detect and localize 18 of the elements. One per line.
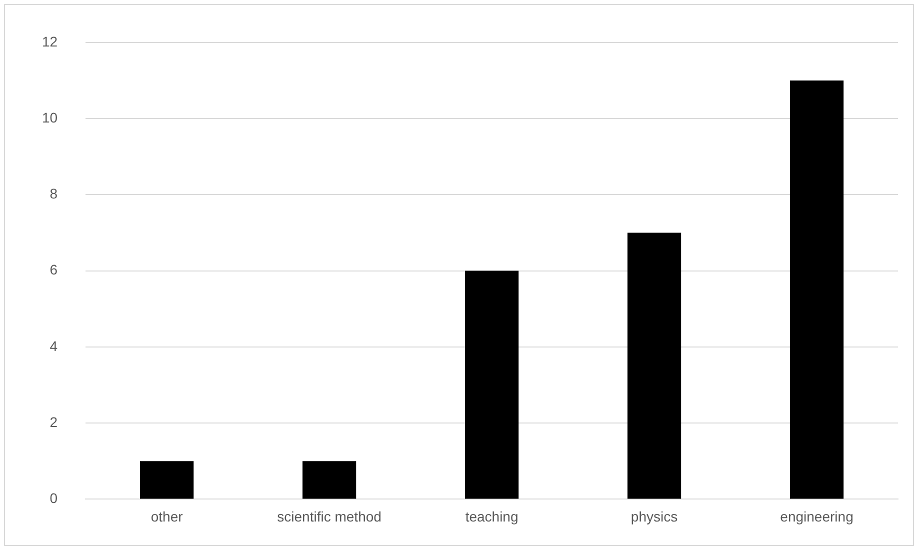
x-tick-label: engineering [780,508,854,524]
x-tick-label: other [150,508,184,524]
y-tick-label: 8 [50,186,58,202]
x-tick-label: scientific method [277,508,382,524]
x-tick-label: physics [630,508,678,524]
y-tick-label: 6 [50,262,58,278]
y-tick-label: 2 [50,414,58,430]
y-tick-label: 10 [42,109,58,126]
y-tick-label: 0 [50,490,58,506]
bar [302,461,356,499]
x-tick-label: teaching [465,508,518,524]
bar [627,232,682,499]
chart-frame: other scientific method teaching physics engineering 0 2 4 6 8 10 12 [4,4,914,546]
bar [790,80,844,499]
y-tick-label: 4 [50,338,58,354]
bar [140,461,194,499]
bar [464,270,519,499]
y-tick-label: 12 [42,33,58,50]
